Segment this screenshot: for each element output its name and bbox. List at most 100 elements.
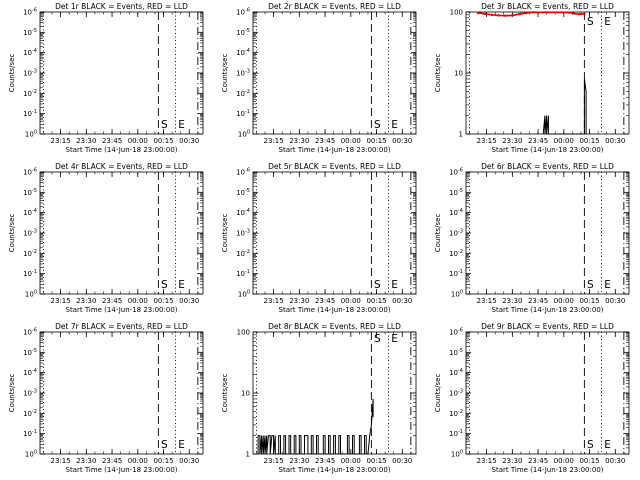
tick-exponent: -2 [32,89,37,95]
plot-frame [252,11,417,135]
y-axis-label: Counts/sec [434,54,442,93]
x-tick-label: 00:30 [392,457,412,465]
x-axis-label: Start Time (14-Jun-18 23:00:00) [279,146,391,154]
y-tick-label: 10-1 [236,109,250,118]
tick-exponent: -5 [458,188,463,194]
y-tick-label: 10-6 [449,168,463,177]
x-tick-label: 00:15 [366,457,386,465]
y-tick-label: 10-6 [236,8,250,17]
tick-exponent: -1 [245,109,250,115]
y-tick-label: 10-4 [236,48,250,57]
tick-base: 10 [23,270,32,278]
tick-exponent: -4 [458,208,463,214]
tick-exponent: -6 [458,328,463,334]
y-tick-label: 10-2 [236,89,250,98]
y-tick-label: 1 [459,131,463,139]
x-tick-label: 23:15 [263,297,283,305]
lld-point [524,11,528,15]
lld-point [572,12,576,15]
y-axis-label: Counts/sec [8,214,16,253]
tick-base: 10 [23,329,32,337]
tick-base: 10 [23,169,32,177]
x-tick-label: 23:45 [528,457,548,465]
tick-exponent: -3 [32,69,37,75]
x-tick-label: 23:30 [502,297,522,305]
tick-base: 10 [236,90,245,98]
tick-base: 10 [449,349,458,357]
y-tick-label: 10-3 [23,69,37,78]
y-tick-label: 10-5 [23,188,37,197]
x-tick-label: 00:30 [179,457,199,465]
tick-exponent: 0 [460,450,463,456]
y-tick-label: 10-6 [23,328,37,337]
x-tick-label: 00:15 [153,137,173,145]
tick-base: 10 [23,430,32,438]
plot-frame [39,11,204,135]
x-tick-label: 23:45 [315,297,335,305]
time-marker-label: S [374,279,381,291]
x-tick-label: 23:45 [528,137,548,145]
tick-exponent: -3 [458,389,463,395]
x-tick-label: 00:30 [392,137,412,145]
time-marker-label: S [374,119,381,131]
x-tick-label: 00:30 [605,457,625,465]
x-axis-label: Start Time (14-Jun-18 23:00:00) [279,466,391,474]
tick-base: 10 [236,29,245,37]
y-tick-label: 10-1 [23,109,37,118]
tick-exponent: -2 [245,249,250,255]
tick-exponent: -4 [32,368,37,374]
tick-base: 10 [449,390,458,398]
tick-exponent: -2 [32,249,37,255]
tick-base: 10 [238,291,247,299]
x-tick-label: 00:00 [554,137,574,145]
panel-title: Det 3r BLACK = Events, RED = LLD [481,2,614,11]
lld-point [531,11,535,14]
x-tick-label: 00:00 [554,457,574,465]
tick-base: 10 [23,390,32,398]
x-axis-label: Start Time (14-Jun-18 23:00:00) [279,306,391,314]
tick-exponent: -6 [32,168,37,174]
tick-base: 10 [236,70,245,78]
x-axis-label: Start Time (14-Jun-18 23:00:00) [66,306,178,314]
tick-exponent: -6 [32,8,37,14]
tick-base: 10 [23,209,32,217]
tick-exponent: -6 [245,168,250,174]
tick-exponent: 0 [34,290,37,296]
panel-det-6: Det 6r BLACK = Events, RED = LLD10010-11… [434,162,630,314]
x-axis-label: Start Time (14-Jun-18 23:00:00) [492,466,604,474]
tick-base: 10 [449,430,458,438]
x-tick-label: 00:15 [579,457,599,465]
time-marker-label: S [161,439,168,451]
lld-point [476,11,480,15]
lld-point [567,11,571,14]
plot-frame [39,331,204,455]
x-tick-label: 23:45 [528,297,548,305]
tick-base: 10 [23,369,32,377]
x-tick-label: 00:15 [153,457,173,465]
time-marker-label: S [161,279,168,291]
tick-base: 10 [23,49,32,57]
time-marker-label: E [604,279,611,291]
tick-exponent: -3 [245,69,250,75]
y-tick-label: 10-1 [236,269,250,278]
tick-base: 10 [238,131,247,139]
time-marker-label: E [391,119,398,131]
panel-title: Det 1r BLACK = Events, RED = LLD [55,2,188,11]
plot-frame [465,331,630,455]
y-tick-label: 10-2 [236,249,250,258]
tick-base: 10 [23,90,32,98]
tick-base: 10 [236,250,245,258]
y-tick-label: 100 [25,290,37,299]
x-tick-label: 23:30 [502,457,522,465]
time-marker-label: S [587,279,594,291]
x-tick-label: 00:30 [605,297,625,305]
y-tick-label: 10-2 [23,249,37,258]
tick-base: 10 [23,230,32,238]
y-tick-label: 10-3 [23,229,37,238]
y-axis-label: Counts/sec [434,214,442,253]
tick-exponent: -2 [245,89,250,95]
tick-exponent: -4 [458,368,463,374]
tick-exponent: -5 [245,188,250,194]
x-tick-label: 00:00 [341,457,361,465]
